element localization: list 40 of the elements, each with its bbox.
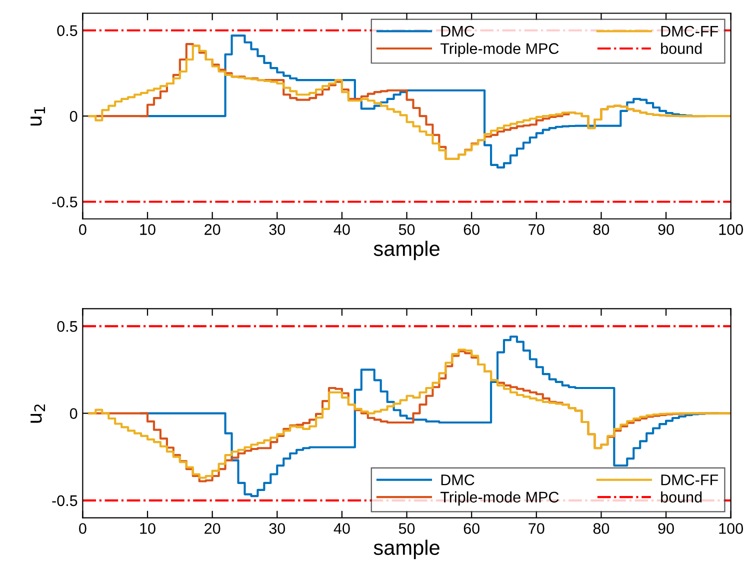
legend-label: DMC xyxy=(441,474,474,486)
x-tick-label: 100 xyxy=(719,224,743,235)
x-tick-label: 50 xyxy=(398,523,415,534)
x-tick-label: 0 xyxy=(79,224,86,235)
x-axis-title: sample xyxy=(374,540,440,560)
x-tick-label: 60 xyxy=(464,523,480,534)
x-tick-label: 90 xyxy=(658,224,674,235)
x-tick-label: 40 xyxy=(334,523,350,534)
y-tick-label: 0.5 xyxy=(57,25,78,36)
x-tick-label: 70 xyxy=(528,224,544,235)
legend-label: bound xyxy=(661,491,702,503)
legend-label: bound xyxy=(661,42,702,54)
x-tick-label: 80 xyxy=(593,224,610,235)
x-tick-label: 70 xyxy=(528,523,544,534)
x-tick-label: 100 xyxy=(719,523,743,534)
y-axis-title: u$_{1}$ xyxy=(30,107,46,126)
x-tick-label: 10 xyxy=(140,523,156,534)
x-tick-label: 30 xyxy=(269,523,286,534)
y-axis-title: u$_{2}$ xyxy=(30,404,46,423)
x-tick-label: 10 xyxy=(140,224,156,235)
legend-label: DMC-FF xyxy=(661,474,718,486)
x-tick-label: 60 xyxy=(464,224,480,235)
x-tick-label: 0 xyxy=(79,523,86,534)
x-tick-label: 90 xyxy=(658,523,674,534)
x-axis-title: sample xyxy=(374,240,440,260)
x-tick-label: 40 xyxy=(334,224,350,235)
x-tick-label: 20 xyxy=(204,523,220,534)
x-tick-label: 20 xyxy=(204,224,220,235)
y-tick-label: 0.5 xyxy=(57,321,78,332)
y-tick-label: -0.5 xyxy=(52,495,78,506)
legend-label: Triple-mode MPC xyxy=(440,491,559,506)
x-tick-label: 80 xyxy=(593,523,610,534)
x-tick-label: 50 xyxy=(398,224,415,235)
legend-label: Triple-mode MPC xyxy=(440,42,559,58)
legend-label: DMC-FF xyxy=(661,26,718,37)
x-tick-label: 30 xyxy=(269,224,286,235)
y-tick-label: 0 xyxy=(70,408,78,419)
legend-label: DMC xyxy=(441,26,474,37)
y-tick-label: 0 xyxy=(70,110,78,122)
y-tick-label: -0.5 xyxy=(52,196,78,208)
